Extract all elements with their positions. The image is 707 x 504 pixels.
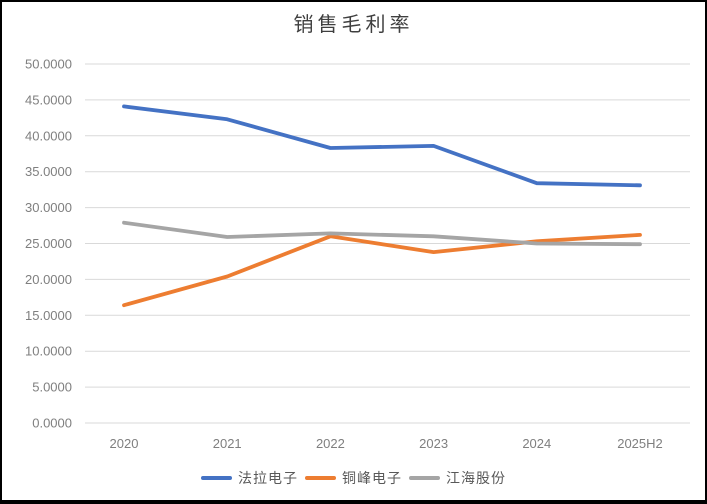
y-tick-label: 25.0000 [25, 236, 72, 251]
y-tick-label: 0.0000 [32, 416, 72, 431]
legend-line-marker [409, 476, 440, 480]
series-line-2 [122, 220, 642, 247]
x-tick-label: 2023 [419, 436, 448, 451]
y-tick-label: 50.0000 [25, 57, 72, 72]
y-tick-label: 40.0000 [25, 128, 72, 143]
y-tick-label: 5.0000 [32, 380, 72, 395]
y-tick-label: 15.0000 [25, 308, 72, 323]
y-tick-label: 45.0000 [25, 92, 72, 107]
legend-item-0: 法拉电子 [201, 468, 298, 488]
series-line-0 [122, 104, 642, 188]
chart-title: 销售毛利率 [293, 14, 414, 36]
x-tick-label: 2024 [522, 436, 551, 451]
x-tick-label: 2020 [110, 436, 139, 451]
chart-legend: 法拉电子 铜峰电子 江海股份 [2, 466, 705, 490]
y-tick-label: 35.0000 [25, 164, 72, 179]
x-tick-label: 2021 [213, 436, 242, 451]
x-tick-label: 2022 [316, 436, 345, 451]
x-tick-label: 2025H2 [617, 436, 663, 451]
legend-item-1: 铜峰电子 [305, 468, 402, 488]
legend-label: 江海股份 [446, 470, 506, 486]
series-line-1 [122, 232, 642, 308]
legend-label: 法拉电子 [238, 470, 298, 486]
legend-line-marker [305, 476, 336, 480]
y-tick-label: 10.0000 [25, 344, 72, 359]
y-tick-label: 30.0000 [25, 200, 72, 215]
legend-item-2: 江海股份 [409, 468, 506, 488]
legend-label: 铜峰电子 [342, 470, 402, 486]
legend-line-marker [201, 476, 232, 480]
y-tick-label: 20.0000 [25, 272, 72, 287]
